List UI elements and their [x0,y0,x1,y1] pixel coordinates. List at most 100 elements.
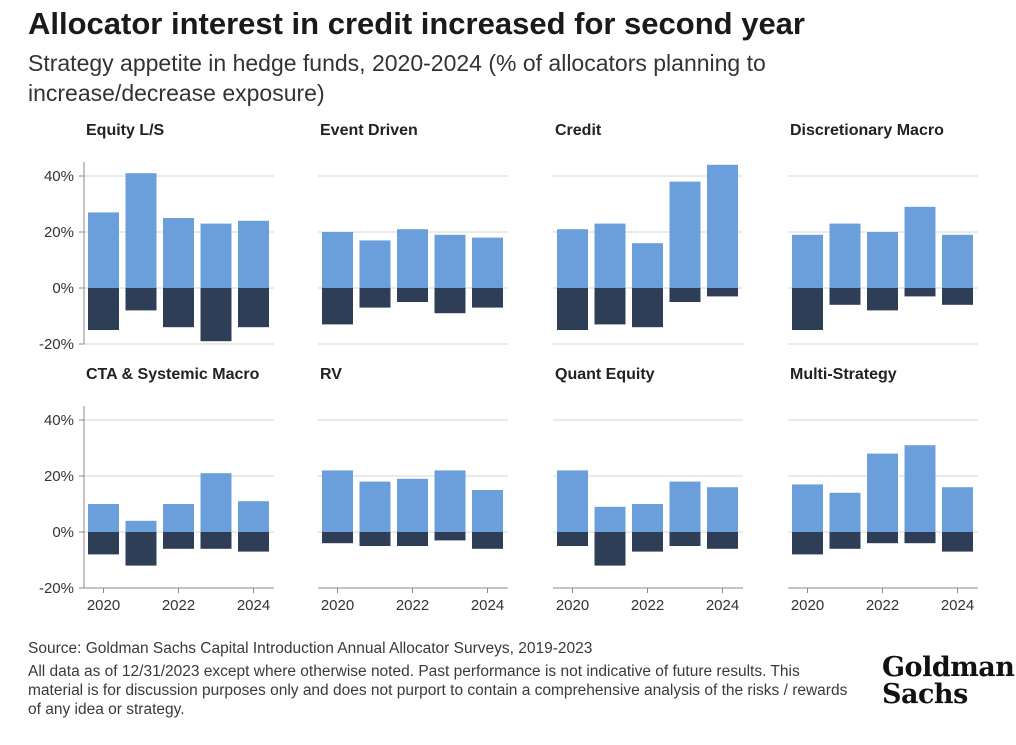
y-tick-label: 20% [44,468,74,485]
bar-decrease-2021 [125,532,157,566]
x-tick-label: 2020 [556,597,589,614]
panel-title: RV [320,366,342,383]
bar-decrease-2024 [707,532,738,549]
chart-title: Allocator interest in credit increased f… [28,6,805,41]
x-tick-label: 2020 [87,597,120,614]
bar-increase-2024 [238,220,269,288]
bar-decrease-2024 [472,288,503,308]
panel-discretionary-macro: Discretionary Macro [788,122,978,345]
bar-increase-2021 [829,223,861,288]
y-tick-label: -20% [39,336,74,353]
panel-title: Event Driven [320,122,418,139]
disclaimer-note: All data as of 12/31/2023 except where o… [28,663,848,718]
bar-decrease-2022 [632,532,663,552]
bar-increase-2023 [904,206,936,288]
bar-decrease-2020 [322,288,353,325]
bar-increase-2022 [632,243,663,288]
panel-title: Multi-Strategy [790,366,897,383]
panel-title: Quant Equity [555,366,655,383]
bar-decrease-2023 [434,532,466,541]
bar-increase-2024 [472,490,503,532]
bar-decrease-2022 [867,288,898,311]
bar-decrease-2020 [792,532,823,555]
bar-increase-2020 [792,484,823,532]
bar-increase-2022 [867,232,898,288]
bar-increase-2021 [125,173,157,288]
bar-decrease-2024 [238,288,269,328]
bar-decrease-2020 [557,288,588,330]
panel-title: Discretionary Macro [790,122,944,139]
y-tick-label: 40% [44,168,74,185]
bar-increase-2023 [434,234,466,288]
bar-decrease-2024 [942,532,973,552]
bar-decrease-2023 [200,532,232,549]
bar-decrease-2020 [557,532,588,546]
panel-credit: Credit [553,122,743,345]
bar-increase-2022 [397,478,428,532]
bar-decrease-2024 [942,288,973,305]
bar-decrease-2021 [125,288,157,311]
bar-decrease-2021 [594,288,626,325]
bar-increase-2020 [88,504,119,532]
bar-increase-2020 [557,470,588,532]
bar-increase-2024 [942,487,973,532]
bar-decrease-2021 [829,532,861,549]
bar-increase-2022 [163,504,194,532]
chart-subtitle: Strategy appetite in hedge funds, 2020-2… [28,50,766,106]
bar-decrease-2020 [88,532,119,555]
panel-title: Credit [555,122,602,139]
bar-decrease-2021 [359,532,391,546]
bar-increase-2023 [434,470,466,532]
y-tick-label: -20% [39,580,74,597]
bar-decrease-2023 [434,288,466,314]
panel-multi-strategy: Multi-Strategy 2020 2022 2024 [788,366,978,614]
bar-increase-2021 [125,520,157,532]
goldman-sachs-logo: Goldman Sachs [882,654,1015,710]
panel-quant-equity: Quant Equity 2020 2022 2024 [553,366,743,614]
y-tick-label: 0% [52,280,74,297]
x-tick-label: 2024 [471,597,504,614]
bar-increase-2023 [200,223,232,288]
bar-decrease-2024 [707,288,738,297]
bar-increase-2020 [88,212,119,288]
bar-decrease-2020 [88,288,119,330]
bar-decrease-2022 [163,288,194,328]
bar-decrease-2022 [867,532,898,544]
bar-increase-2022 [867,453,898,532]
y-tick-label: 20% [44,224,74,241]
bar-increase-2021 [359,240,391,288]
bar-increase-2023 [669,481,701,532]
bar-increase-2020 [322,470,353,532]
x-tick-label: 2022 [866,597,899,614]
bar-increase-2020 [792,234,823,288]
bar-decrease-2022 [163,532,194,549]
bar-increase-2021 [594,223,626,288]
x-tick-label: 2022 [631,597,664,614]
y-tick-label: 40% [44,412,74,429]
bar-increase-2024 [707,164,738,288]
bar-decrease-2024 [238,532,269,552]
bar-decrease-2020 [322,532,353,544]
bar-increase-2022 [163,218,194,288]
x-tick-label: 2024 [706,597,739,614]
x-tick-label: 2024 [237,597,270,614]
bar-decrease-2021 [594,532,626,566]
panel-cta-and-systemic-macro: CTA & Systemic Macro 40% 20% 0% -20% 2020 2022… [39,366,274,614]
bar-decrease-2023 [904,532,936,544]
logo-line-2: Sachs [882,679,968,710]
small-multiples-chart: Equity L/S 40% 20% 0% -20% Event Driven Credit… [39,122,978,614]
panel-equity-l-s: Equity L/S 40% 20% 0% -20% [39,122,274,353]
bar-increase-2022 [397,229,428,288]
bar-increase-2020 [557,229,588,288]
bar-increase-2021 [359,481,391,532]
bar-decrease-2022 [397,288,428,302]
bar-decrease-2023 [200,288,232,342]
bar-decrease-2021 [359,288,391,308]
bar-increase-2023 [200,473,232,532]
bar-increase-2024 [238,501,269,532]
bar-increase-2024 [942,234,973,288]
bar-increase-2021 [594,506,626,532]
bar-decrease-2021 [829,288,861,305]
x-tick-label: 2024 [941,597,974,614]
bar-increase-2023 [669,181,701,288]
